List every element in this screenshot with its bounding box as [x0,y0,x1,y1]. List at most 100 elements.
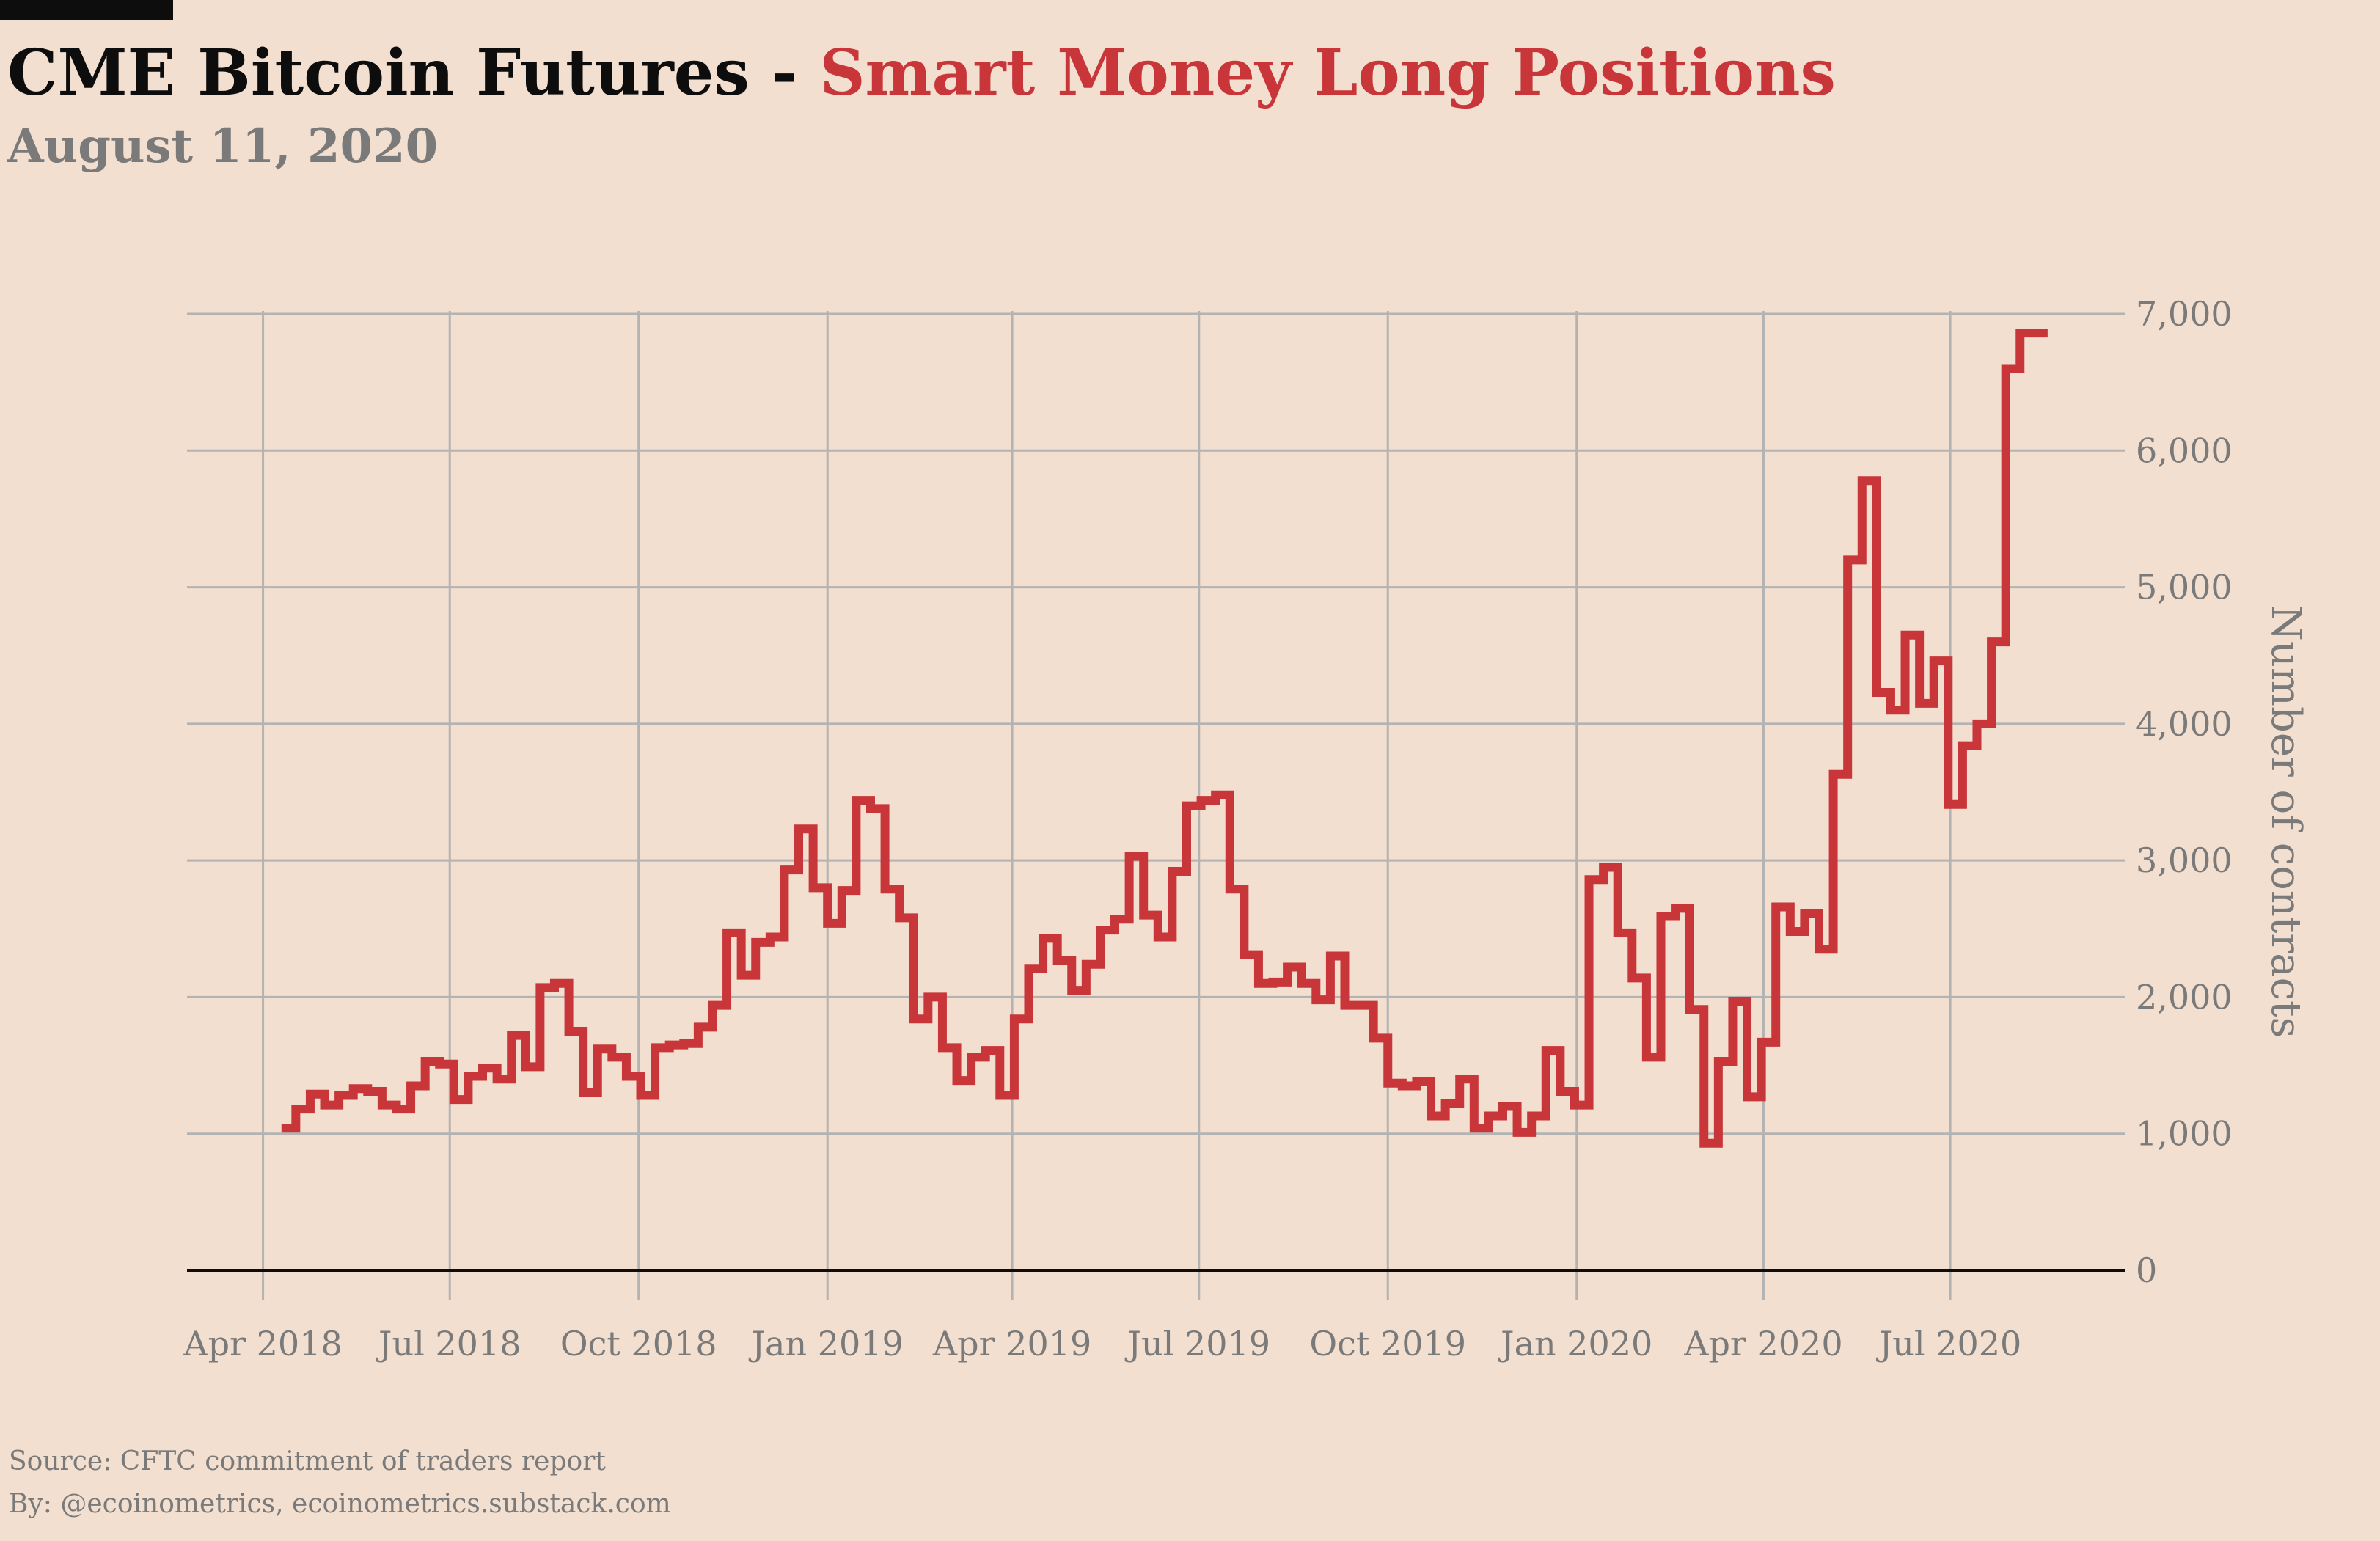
data-point [679,1039,688,1048]
data-point [1240,951,1248,959]
data-point [1886,706,1895,714]
data-point [1542,1046,1550,1055]
data-point [1714,1057,1723,1066]
y-axis-label: Number of contracts [2262,605,2310,1038]
data-point [1872,688,1881,697]
data-point [1671,904,1680,912]
chart-subtitle: August 11, 2020 [7,119,439,174]
data-point [1627,973,1636,982]
y-tick-label: 6,000 [2136,431,2233,470]
data-point [277,1124,286,1132]
byline-note: By: @ecoinometrics, ecoinometrics.substa… [9,1489,671,1519]
data-point [2015,329,2024,337]
data-point [1125,852,1134,861]
y-tick-label: 7,000 [2136,294,2233,334]
data-point [708,1001,717,1010]
x-tick-label: Oct 2019 [1309,1324,1466,1364]
data-point [1441,1099,1450,1108]
data-point [967,1053,975,1061]
data-point [421,1057,430,1066]
data-point [1039,934,1047,942]
data-point [1168,867,1176,876]
data-point [1139,911,1148,920]
x-tick-label: Apr 2018 [183,1324,342,1364]
data-point [535,983,544,992]
series-line-smart-money-long [281,329,2048,1148]
y-axis-tick-labels: 0 1,000 2,000 3,000 4,000 5,000 6,000 7,000 [2136,294,2233,1290]
data-point [1412,1077,1421,1086]
data-point [593,1044,602,1053]
data-point [1815,945,1823,953]
x-gridlines [262,311,1952,1300]
data-point [1786,927,1795,936]
data-point [938,1043,947,1052]
data-point [1369,1033,1378,1042]
data-point [1254,979,1263,988]
data-point [2030,329,2039,337]
data-point [766,932,775,941]
x-tick-label: Jan 2019 [749,1324,904,1364]
data-point [392,1105,400,1113]
brand-bar [0,0,173,20]
data-point [651,1043,659,1052]
data-point [1096,926,1105,934]
data-point [1053,956,1062,965]
x-tick-label: Jul 2018 [376,1324,521,1364]
data-point [521,1062,530,1071]
data-point [607,1053,616,1061]
data-point [1901,631,1910,640]
y-gridlines [187,312,2125,1272]
data-point [1685,1005,1694,1014]
data-point [981,1046,990,1055]
data-point [2002,365,2010,373]
x-axis-tick-labels: Apr 2018 Jul 2018 Oct 2018 Jan 2019 Apr 2019… [183,1324,2021,1364]
x-tick-label: Jan 2020 [1498,1324,1652,1364]
data-point [1484,1111,1493,1120]
data-point [1182,802,1191,810]
data-point [1728,997,1737,1006]
data-point [334,1091,343,1100]
data-point [1427,1111,1435,1120]
data-point [349,1084,358,1093]
data-point [1513,1128,1522,1137]
data-point [321,1101,329,1110]
data-point [1656,912,1665,921]
data-point [1829,770,1838,779]
data-point [1915,699,1924,708]
y-tick-label: 4,000 [2136,704,2233,744]
data-point [464,1072,472,1080]
data-point [809,883,818,892]
data-point [1944,800,1952,809]
data-point [1082,960,1091,969]
data-point [1067,986,1076,995]
data-point [622,1072,631,1080]
data-point [637,1091,645,1100]
data-point [1757,1038,1766,1047]
data-point [478,1064,487,1072]
data-point [1226,885,1234,893]
data-point [1699,1139,1708,1148]
y-tick-label: 3,000 [2136,841,2233,880]
data-point [1470,1124,1479,1132]
chart-title: CME Bitcoin Futures - Smart Money Long P… [7,29,1836,117]
data-point [1743,1092,1751,1101]
data-point [1211,791,1220,799]
data-point [909,1014,918,1023]
x-tick-label: Oct 2018 [560,1324,717,1364]
data-point [579,1088,587,1097]
data-point [1197,796,1206,805]
data-point [1154,932,1162,941]
data-point [1570,1101,1579,1110]
data-point [780,865,788,874]
data-point [550,979,559,988]
x-tick-label: Jul 2019 [1125,1324,1270,1364]
data-point [881,885,890,893]
data-point [794,824,803,833]
data-point [953,1076,962,1085]
y-tick-label: 0 [2136,1251,2157,1290]
data-point [1930,656,1938,665]
data-point [378,1101,387,1110]
data-point [1972,720,1981,728]
data-point [823,919,832,928]
